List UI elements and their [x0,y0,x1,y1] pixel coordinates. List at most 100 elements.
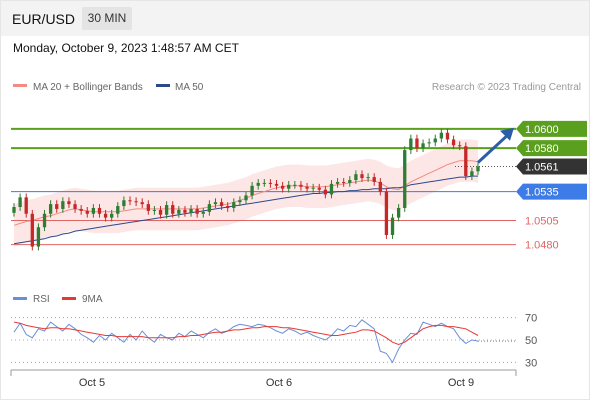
candle-body [360,174,364,179]
level-tag-1-0561 [516,158,587,175]
candle-body [158,209,163,215]
candle-body [458,145,462,147]
candle-body [140,202,144,205]
candle-body [67,201,71,205]
candle-body [390,217,395,235]
candle-body [439,132,444,139]
candle-body [171,205,175,214]
candle-body [164,205,169,215]
candle-body [134,201,138,203]
rsi-tick-30: 30 [525,357,537,369]
level-label-1-0535: 1.0535 [525,187,559,199]
candle-body [73,204,77,209]
candle-body [305,186,309,189]
candle-body [85,210,89,214]
rsi-ma-legend-label: 9MA [82,294,103,305]
candle-body [42,213,47,228]
candle-body [274,183,279,186]
level-tag-1-0580 [516,140,587,157]
candle-body [116,206,120,214]
candle-body [476,166,480,172]
candle-body [372,177,376,182]
candle-body [445,132,450,140]
candle-body [256,182,260,186]
candle-body [262,182,266,184]
candle-body [366,177,370,179]
level-label-1-0580: 1.0580 [525,143,559,155]
candle-body [18,197,22,208]
candle-body [213,202,218,205]
ma20-legend-swatch [13,84,27,87]
candle-body [30,213,34,247]
candle-body [24,197,28,214]
x-tick-label: Oct 9 [448,377,474,389]
candle-body [299,184,303,187]
candle-body [97,207,102,214]
timeframe-button[interactable]: 30 MIN [82,7,132,30]
candle-body [250,185,254,196]
rsi-tick-70: 70 [525,313,537,325]
candle-body [335,181,340,184]
x-tick-label: Oct 6 [266,377,292,389]
level-label-1-0561: 1.0561 [525,161,559,173]
ma50-legend-label: MA 50 [175,82,204,93]
candle-body [177,209,181,214]
candle-body [409,138,413,151]
candle-body [195,208,199,214]
candle-body [36,227,41,247]
timestamp: Monday, October 9, 2023 1:48:57 AM CET [13,41,239,55]
rsi-lines [13,319,516,364]
candle-body [293,184,297,186]
candle-body [226,206,230,208]
level-label-1-0505: 1.0505 [525,216,559,228]
candle-body [317,187,321,190]
ma50-legend-swatch [156,84,170,87]
candle-body [464,146,468,177]
candle-body [311,187,315,189]
candle-body [329,183,334,195]
candle-body [384,191,389,235]
candle-body [219,202,224,207]
time-axis [10,369,517,376]
rsi-grid: 70 50 30 [11,313,537,369]
candle-body [110,213,114,218]
candle-body [238,200,242,203]
top-bar: EUR/USD 30 MIN [0,0,590,36]
candle-body [415,138,419,149]
candle-body [232,202,236,208]
level-tag-1-0535 [516,183,587,200]
candle-body [427,142,431,144]
candle-body [421,143,425,149]
symbol-label: EUR/USD [12,11,76,27]
candle-body [55,204,59,209]
candle-body [91,207,96,214]
forecast-arrow-head [500,127,514,141]
rsi-ma-legend-swatch [62,297,76,300]
candle-body [207,204,212,212]
candle-body [396,207,401,218]
candle-body [470,171,474,177]
candle-body [348,180,352,183]
candle-body [403,150,407,208]
x-tick-labels: Oct 5 Oct 6 Oct 9 [79,377,474,389]
candle-body [189,208,193,213]
candle-body [122,200,126,207]
level-tag-1-0600 [516,120,587,137]
candle-body [268,182,273,184]
candle-body [201,211,205,214]
credit-text: Research © 2023 Trading Central [432,82,581,93]
candle-body [354,174,358,180]
candle-body [244,195,248,201]
candle-body [152,209,157,211]
candle-body [79,208,83,211]
candle-body [378,181,382,192]
level-label-1-0480: 1.0480 [525,240,559,252]
candle-body [12,207,16,213]
candle-body [342,181,346,183]
candle-body [433,138,437,143]
candle-body [280,185,285,189]
forecast-arrow [476,127,514,164]
candle-body [128,200,132,202]
candle-body [287,184,291,189]
